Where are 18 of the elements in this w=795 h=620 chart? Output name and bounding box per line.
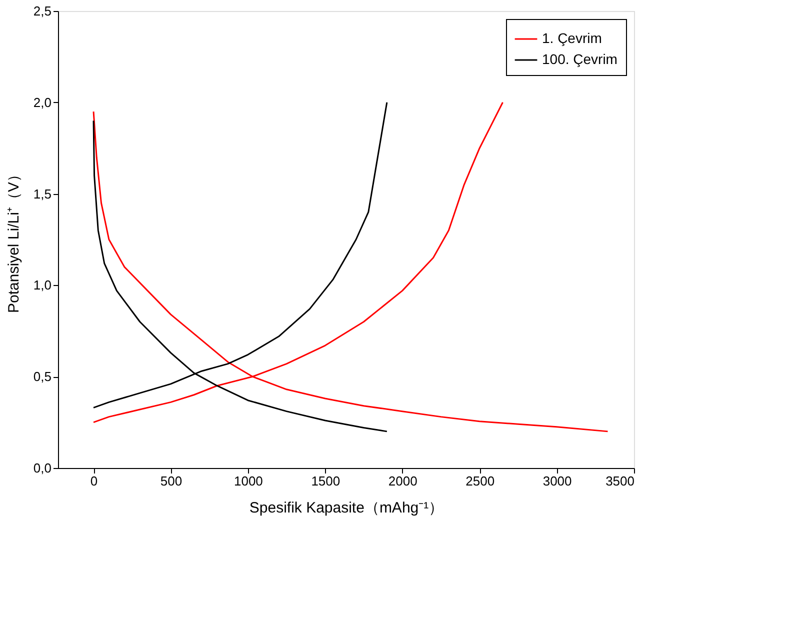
y-tick-label: 2,0 (33, 94, 52, 110)
y-tick-label: 1,5 (33, 186, 52, 202)
x-tick-label: 3000 (542, 474, 572, 488)
x-tick-label: 1000 (234, 474, 263, 488)
y-tick-label: 1,0 (33, 278, 52, 293)
x-axis-title: Spesifik Kapasite（mAhg⁻¹） (249, 500, 444, 516)
y-axis-title: Potansiyel Li/Li⁺（V） (5, 167, 22, 313)
x-tick-label: 2000 (388, 474, 418, 488)
y-tick-label: 0,0 (33, 460, 52, 476)
x-tick-label: 0 (90, 474, 98, 488)
legend-label: 1. Çevrim (542, 30, 602, 46)
x-tick-label: 500 (160, 474, 182, 488)
x-tick-label: 1500 (311, 474, 340, 488)
x-tick-label: 2500 (466, 474, 495, 488)
y-tick-label: 0,5 (33, 369, 52, 384)
x-tick-label: 3500 (606, 474, 634, 488)
legend-label: 100. Çevrim (542, 51, 618, 67)
y-tick-label: 2,5 (33, 4, 52, 18)
